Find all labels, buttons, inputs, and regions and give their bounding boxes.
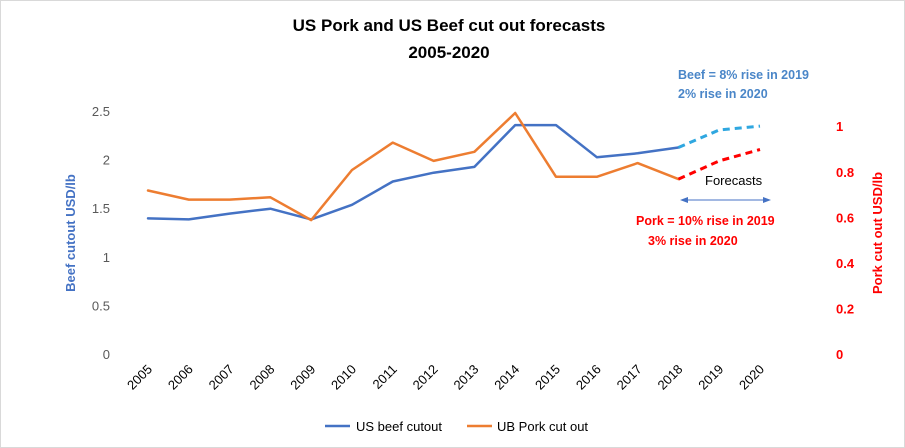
chart-title: US Pork and US Beef cut out forecasts <box>293 16 606 35</box>
y-tick-left-label: 0 <box>103 347 110 362</box>
x-tick-label: 2005 <box>124 362 155 393</box>
series-layer <box>146 111 761 222</box>
x-tick-label: 2006 <box>165 362 196 393</box>
y-axis-left-ticks: 0 0.5 1 1.5 2 2.5 <box>92 104 110 362</box>
x-tick-label: 2014 <box>491 362 522 393</box>
y-tick-right-label: 0.4 <box>836 256 855 271</box>
x-axis-ticks: 2005 2006 2007 2008 2009 2010 2011 2012 2013 2014… <box>124 362 767 393</box>
x-tick-label: 2018 <box>654 362 685 393</box>
series-line-beef <box>146 123 680 221</box>
legend-label-pork: UB Pork cut out <box>497 419 588 434</box>
y-tick-left-label: 0.5 <box>92 298 110 313</box>
beef-forecast-note-2: 2% rise in 2020 <box>678 87 768 101</box>
legend-label-beef: US beef cutout <box>356 419 442 434</box>
x-tick-label: 2013 <box>450 362 481 393</box>
y-tick-right-label: 0 <box>836 347 843 362</box>
x-tick-label: 2015 <box>532 362 563 393</box>
forecasts-arrow <box>680 197 771 203</box>
chart-subtitle: 2005-2020 <box>408 43 489 62</box>
beef-forecast-note-1: Beef = 8% rise in 2019 <box>678 68 809 82</box>
x-tick-label: 2012 <box>410 362 441 393</box>
x-tick-label: 2019 <box>695 362 726 393</box>
y-tick-left-label: 2 <box>103 153 110 168</box>
y-tick-right-label: 1 <box>836 119 843 134</box>
x-tick-label: 2011 <box>370 362 400 392</box>
legend: US beef cutout UB Pork cut out <box>325 419 588 434</box>
x-tick-label: 2007 <box>206 362 237 393</box>
y-axis-right-ticks: 0 0.2 0.4 0.6 0.8 1 <box>836 119 855 362</box>
y-tick-left-label: 1 <box>103 250 110 265</box>
series-line-pork <box>146 111 680 222</box>
y-axis-right-label: Pork cut out USD/lb <box>870 172 885 294</box>
pork-forecast-note-2: 3% rise in 2020 <box>648 234 738 248</box>
y-tick-left-label: 2.5 <box>92 104 110 119</box>
x-tick-label: 2020 <box>736 362 767 393</box>
y-tick-left-label: 1.5 <box>92 201 110 216</box>
x-tick-label: 2017 <box>614 362 645 393</box>
y-tick-right-label: 0.8 <box>836 165 854 180</box>
x-tick-label: 2009 <box>287 362 318 393</box>
y-tick-right-label: 0.2 <box>836 301 854 316</box>
y-axis-left-label: Beef cutout USD/lb <box>63 174 78 292</box>
forecasts-label: Forecasts <box>705 173 763 188</box>
x-tick-label: 2016 <box>573 362 604 393</box>
forecast-line-beef <box>677 124 761 149</box>
x-tick-label: 2008 <box>246 362 277 393</box>
pork-forecast-note-1: Pork = 10% rise in 2019 <box>636 214 775 228</box>
y-tick-right-label: 0.6 <box>836 210 854 225</box>
x-tick-label: 2010 <box>328 362 359 393</box>
forecast-line-pork <box>677 148 761 181</box>
